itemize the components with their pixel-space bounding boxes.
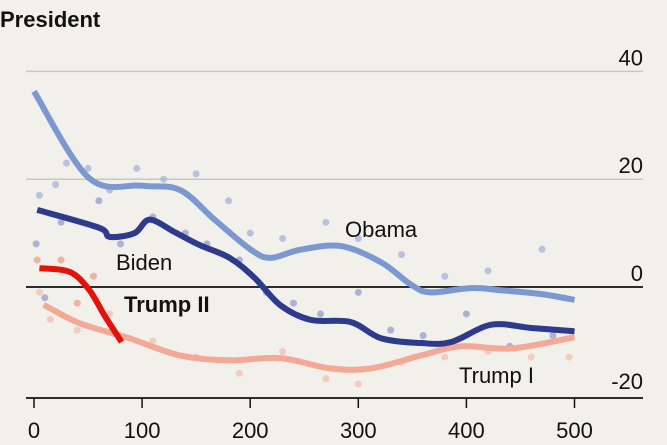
series-line-trump-i — [42, 302, 576, 373]
data-point — [62, 159, 70, 167]
y-tick-label: 40 — [619, 45, 643, 70]
data-point — [549, 332, 557, 340]
data-point — [354, 234, 362, 242]
data-point — [354, 288, 362, 296]
series-label-trump-i: Trump I — [459, 363, 534, 388]
data-point — [160, 175, 168, 183]
data-point — [84, 164, 92, 172]
y-tick-label: 20 — [619, 153, 643, 178]
data-point — [419, 332, 427, 340]
series-label-biden: Biden — [116, 250, 172, 275]
data-point — [133, 164, 141, 172]
y-tick-label: 0 — [631, 261, 643, 286]
data-point — [46, 315, 54, 323]
data-point — [565, 353, 573, 361]
x-tick-label: 300 — [340, 418, 377, 443]
data-point — [484, 267, 492, 275]
x-tick-label: 100 — [124, 418, 161, 443]
data-point — [441, 353, 449, 361]
data-point — [246, 229, 254, 237]
data-point — [279, 234, 287, 242]
series-label-obama: Obama — [345, 217, 418, 242]
x-tick-label: 0 — [28, 418, 40, 443]
series-line-obama — [31, 89, 576, 303]
data-point — [289, 299, 297, 307]
x-tick-label: 200 — [232, 418, 269, 443]
data-point — [398, 251, 406, 259]
data-point — [52, 181, 60, 189]
data-point — [316, 310, 324, 318]
data-point — [95, 197, 103, 205]
data-point — [57, 256, 65, 264]
data-point — [41, 294, 49, 302]
data-point — [538, 245, 546, 253]
data-point — [73, 299, 81, 307]
y-tick-label: -20 — [611, 369, 643, 394]
data-point — [35, 288, 43, 296]
x-tick-label: 400 — [448, 418, 485, 443]
data-point — [149, 337, 157, 345]
series-line-biden — [36, 207, 575, 347]
data-point — [354, 380, 362, 388]
series-line-trump-ii — [39, 265, 125, 344]
data-point — [527, 353, 535, 361]
data-point — [35, 191, 43, 199]
data-point — [33, 256, 41, 264]
data-point — [387, 326, 395, 334]
data-point — [462, 310, 470, 318]
series-label-trump-ii: Trump II — [124, 292, 210, 317]
data-point — [225, 197, 233, 205]
data-point — [73, 326, 81, 334]
data-point — [57, 218, 65, 226]
data-point — [89, 272, 97, 280]
data-point — [441, 272, 449, 280]
data-point — [235, 369, 243, 377]
data-point — [32, 240, 40, 248]
data-point — [322, 218, 330, 226]
data-point — [116, 240, 124, 248]
data-point — [322, 375, 330, 383]
chart-title: President — [0, 7, 101, 32]
x-tick-label: 500 — [556, 418, 593, 443]
data-point — [192, 170, 200, 178]
data-point — [279, 348, 287, 356]
